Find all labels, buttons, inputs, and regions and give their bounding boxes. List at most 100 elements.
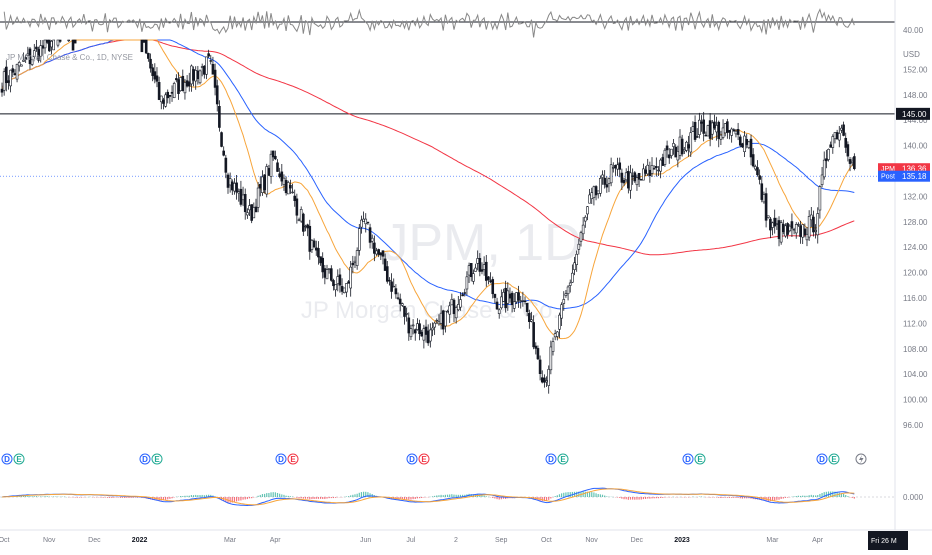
candle-338 [729, 130, 731, 139]
candle-232 [500, 289, 502, 309]
rsi-line [4, 10, 854, 38]
flash-event-icon[interactable] [856, 454, 866, 464]
candle-335 [722, 119, 724, 139]
candle-122 [264, 174, 266, 193]
candle-112 [242, 187, 244, 206]
macd-bar-138 [298, 497, 299, 498]
symbol-legend: JP Morgan Chase & Co., 1D, NYSE [6, 53, 133, 62]
price-tick-1: 148.00 [903, 91, 928, 100]
candle-130 [281, 164, 283, 186]
candle-170 [367, 222, 369, 225]
macd-bar-196 [423, 497, 424, 498]
candle-344 [741, 143, 743, 148]
macd-bar-365 [787, 497, 788, 498]
candle-133 [287, 181, 289, 194]
candle-360 [776, 218, 778, 230]
price-axis[interactable]: 40.00 USD 152.00148.00144.00140.00136.00… [878, 0, 930, 530]
macd-bar-119 [258, 496, 259, 497]
candle-382 [823, 151, 825, 179]
candle-321 [692, 121, 694, 132]
macd-bar-88 [191, 495, 192, 497]
macd-bar-78 [169, 497, 170, 499]
macd-bar-18 [40, 496, 41, 497]
candle-364 [784, 223, 786, 237]
price-ticks: 152.00148.00144.00140.00136.00132.00128.… [903, 65, 928, 430]
candle-396 [853, 153, 855, 170]
candle-255 [550, 341, 552, 375]
macd-bar-374 [806, 496, 807, 497]
macd-bar-287 [619, 497, 620, 498]
macd-bar-264 [570, 492, 571, 497]
candle-2 [5, 60, 7, 91]
candle-325 [701, 115, 703, 132]
time-tick-15: Apr [812, 537, 824, 544]
candle-361 [778, 216, 780, 246]
candle-349 [752, 148, 754, 167]
macd-bar-129 [279, 494, 280, 497]
candle-393 [847, 141, 849, 161]
candle-160 [345, 283, 347, 297]
price-tick-3: 140.00 [903, 142, 928, 151]
macd-bar-379 [817, 495, 818, 497]
candle-91 [197, 66, 199, 85]
candle-310 [668, 148, 670, 164]
price-pane[interactable]: JPM, 1D JP Morgan Chase & Co. JP Morgan … [0, 40, 895, 394]
candle-115 [249, 199, 251, 216]
candle-3 [7, 75, 9, 89]
macd-bar-149 [322, 497, 323, 499]
time-tick-2: Dec [88, 537, 101, 544]
macd-bar-229 [494, 497, 495, 498]
candle-390 [840, 125, 842, 133]
macd-bar-128 [277, 493, 278, 497]
rsi-pane[interactable] [0, 10, 895, 38]
candle-248 [535, 342, 537, 354]
macd-pane[interactable] [0, 488, 895, 505]
candle-164 [354, 256, 356, 268]
candle-346 [746, 134, 748, 149]
candle-163 [352, 256, 354, 273]
macd-bar-153 [331, 497, 332, 498]
macd-bar-167 [361, 492, 362, 497]
svg-text:D: D [142, 455, 148, 464]
candle-162 [350, 261, 352, 297]
macd-bar-50 [109, 497, 110, 498]
macd-bar-371 [800, 496, 801, 497]
svg-text:E: E [831, 455, 837, 464]
candle-357 [769, 217, 771, 238]
candle-109 [236, 175, 238, 200]
macd-bar-56 [122, 497, 123, 498]
macd-bar-84 [182, 496, 183, 497]
candle-20 [44, 40, 46, 54]
candle-83 [180, 77, 182, 91]
svg-text:D: D [548, 455, 554, 464]
svg-text:E: E [560, 455, 566, 464]
macd-bar-362 [781, 497, 782, 499]
candle-27 [59, 40, 61, 43]
current-date-label: Fri 26 M [871, 538, 897, 545]
macd-bar-228 [492, 497, 493, 498]
macd-bar-151 [326, 497, 327, 499]
candle-353 [761, 176, 763, 202]
candle-79 [171, 85, 173, 101]
macd-bar-278 [600, 494, 601, 497]
candle-333 [718, 121, 720, 148]
candle-4 [10, 70, 12, 93]
candle-260 [561, 302, 563, 326]
macd-bar-395 [852, 497, 853, 498]
time-tick-10: Oct [541, 537, 552, 544]
macd-bar-130 [281, 494, 282, 497]
candle-376 [810, 207, 812, 227]
macd-bar-131 [283, 495, 284, 497]
svg-text:D: D [685, 455, 691, 464]
